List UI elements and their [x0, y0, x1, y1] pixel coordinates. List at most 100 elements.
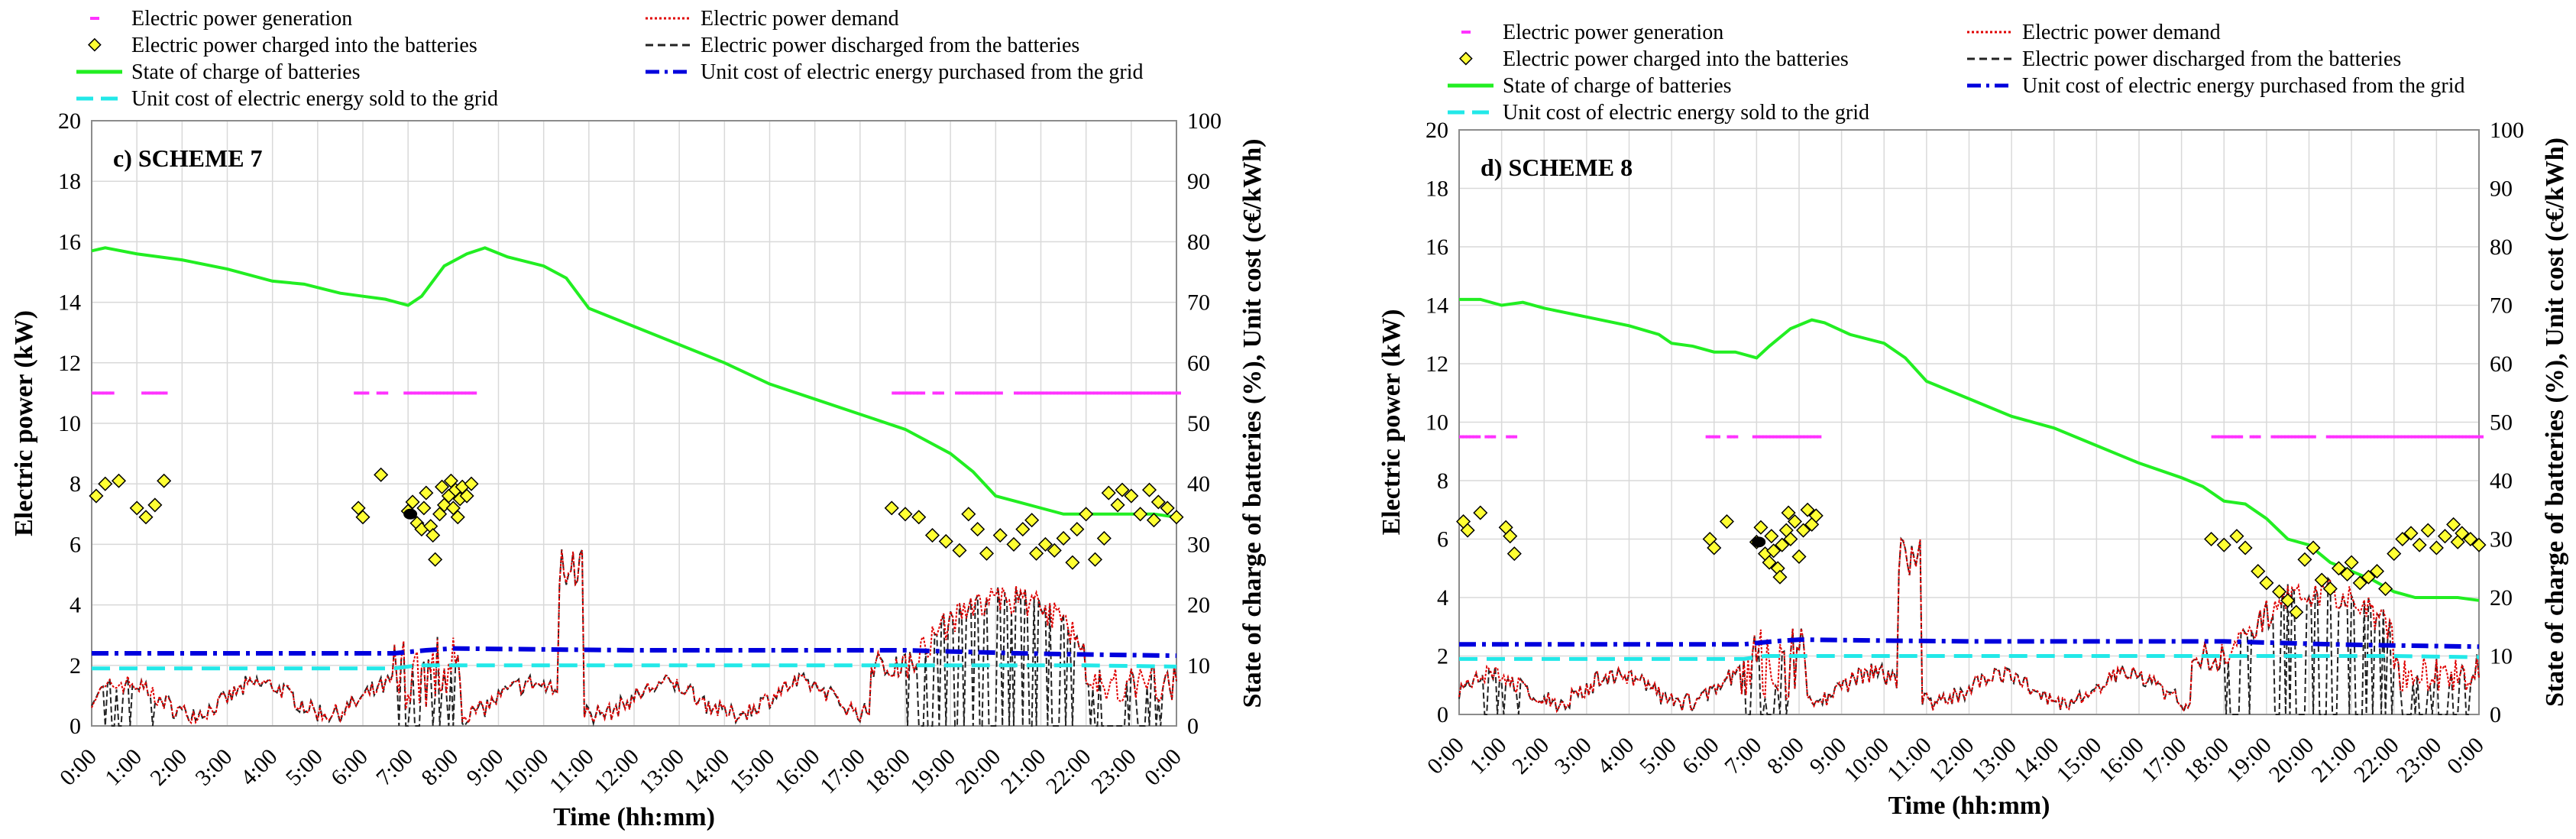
series-demand-line — [1458, 537, 2480, 714]
y2-tick-label: 100 — [1187, 109, 1222, 134]
y2-axis: 0 10 20 30 40 50 60 70 80 90 100 — [2490, 118, 2524, 727]
y-tick-label: 20 — [58, 109, 81, 134]
x-tick-label: 22:00 — [2349, 733, 2404, 788]
y2-tick-label: 10 — [1187, 653, 1210, 679]
x-tick-label: 19:00 — [2222, 733, 2277, 788]
x-tick-label: 7:00 — [1720, 733, 1766, 779]
legend-label-demand: Electric power demand — [701, 7, 899, 31]
charged-point — [1024, 513, 1040, 528]
legend-label-charged: Electric power charged into the batterie… — [131, 34, 477, 57]
plot-frame — [1458, 129, 2480, 715]
charged-point — [2280, 593, 2296, 608]
x-tick-label: 0:00 — [1422, 733, 1469, 779]
y2-tick-label: 80 — [1187, 229, 1210, 254]
y2-tick-label: 40 — [1187, 471, 1210, 497]
x-tick-label: 0:00 — [2442, 733, 2489, 779]
y2-tick-label: 40 — [2490, 468, 2513, 494]
charged-point — [1169, 510, 1184, 525]
charged-point — [2322, 581, 2338, 597]
y2-tick-label: 50 — [2490, 410, 2513, 436]
x-tick-label: 21:00 — [996, 744, 1051, 799]
x-tick-label: 0:00 — [1140, 744, 1186, 791]
charged-point — [1029, 546, 1044, 561]
x-tick-label: 21:00 — [2306, 733, 2361, 788]
charged-point — [450, 510, 465, 525]
charged-point — [1065, 555, 1080, 570]
y-tick-label: 0 — [1437, 702, 1448, 727]
charged-point — [2429, 540, 2444, 556]
y-tick-label: 16 — [1426, 235, 1448, 260]
x-tick-label: 5:00 — [1635, 733, 1681, 779]
charged-point — [2204, 531, 2219, 547]
x-tick-label: 20:00 — [951, 744, 1006, 799]
charged-point — [2238, 540, 2253, 556]
y-tick-label: 8 — [70, 471, 81, 497]
charged-point — [1006, 536, 1021, 552]
x-tick-label: 22:00 — [1041, 744, 1096, 799]
x-axis-title: Time (hh:mm) — [1888, 792, 2050, 820]
y2-tick-label: 90 — [1187, 169, 1210, 194]
charged-point — [1791, 549, 1807, 564]
x-tick-label: 5:00 — [281, 744, 328, 791]
y2-tick-label: 30 — [2490, 527, 2513, 552]
charged-point — [2297, 552, 2312, 567]
x-tick-label: 2:00 — [145, 744, 192, 791]
charged-point — [374, 467, 389, 482]
charged-point — [1037, 536, 1053, 552]
x-axis: 0:001:002:003:004:005:006:007:008:009:00… — [1422, 733, 2489, 788]
charged-cluster — [403, 508, 418, 520]
charged-point — [2251, 564, 2266, 579]
series-cost-sell-line — [92, 663, 1177, 671]
legend-label-cost_sell: Unit cost of electric energy sold to the… — [131, 87, 498, 111]
charged-point — [2352, 575, 2367, 591]
charged-point — [111, 473, 127, 488]
charged-point — [938, 533, 953, 549]
charged-point — [1762, 555, 1777, 570]
chart-panel-1: Electric power generation Electric power … — [10, 7, 1267, 831]
legend-label-soc: State of charge of batteries — [131, 60, 361, 84]
y2-tick-label: 70 — [2490, 293, 2513, 319]
legend-swatch-charged — [1459, 51, 1473, 66]
charged-point — [1787, 514, 1802, 530]
x-tick-label: 4:00 — [236, 744, 283, 791]
y-tick-label: 6 — [70, 532, 81, 557]
y-tick-label: 10 — [1426, 410, 1448, 436]
charged-point — [1015, 522, 1031, 537]
y-tick-label: 16 — [58, 229, 81, 254]
y-tick-label: 6 — [1437, 527, 1448, 552]
x-tick-label: 8:00 — [416, 744, 463, 791]
charged-point — [2369, 564, 2385, 579]
legend: Electric power generation Electric power … — [1448, 21, 2465, 125]
charged-point — [1047, 543, 1062, 558]
y-axis-title: Electric power (kW) — [10, 310, 38, 536]
y2-tick-label: 50 — [1187, 411, 1210, 436]
x-tick-label: 1:00 — [100, 744, 147, 791]
legend-label-charged: Electric power charged into the batterie… — [1503, 47, 1849, 71]
y-tick-label: 18 — [58, 169, 81, 194]
x-tick-label: 23:00 — [2392, 733, 2447, 788]
charged-point — [2306, 540, 2321, 556]
charged-point — [1160, 500, 1175, 516]
y-axis: 0 2 4 6 8 10 12 14 16 18 20 — [58, 109, 81, 739]
charged-point — [2437, 529, 2453, 544]
charged-point — [1506, 546, 1522, 562]
chart-panel-2: Electric power generation Electric power … — [1377, 21, 2569, 820]
charged-point — [1503, 529, 1518, 544]
x-tick-label: 15:00 — [2052, 733, 2107, 788]
y2-tick-label: 90 — [2490, 177, 2513, 202]
charged-point — [434, 479, 450, 494]
charged-point — [416, 500, 432, 516]
legend-label-cost_sell: Unit cost of electric energy sold to the… — [1503, 101, 1869, 125]
x-tick-label: 14:00 — [2009, 733, 2064, 788]
legend-label-soc: State of charge of batteries — [1503, 74, 1732, 98]
charged-point — [1133, 507, 1148, 522]
y2-tick-label: 20 — [1187, 593, 1210, 618]
plot-frame — [91, 120, 1177, 727]
charged-point — [1115, 482, 1130, 497]
charged-point — [884, 500, 899, 516]
panel-title: c) SCHEME 7 — [113, 144, 263, 172]
charged-point — [1766, 543, 1782, 559]
charged-point — [1796, 523, 1811, 538]
legend-label-generation: Electric power generation — [131, 7, 352, 31]
